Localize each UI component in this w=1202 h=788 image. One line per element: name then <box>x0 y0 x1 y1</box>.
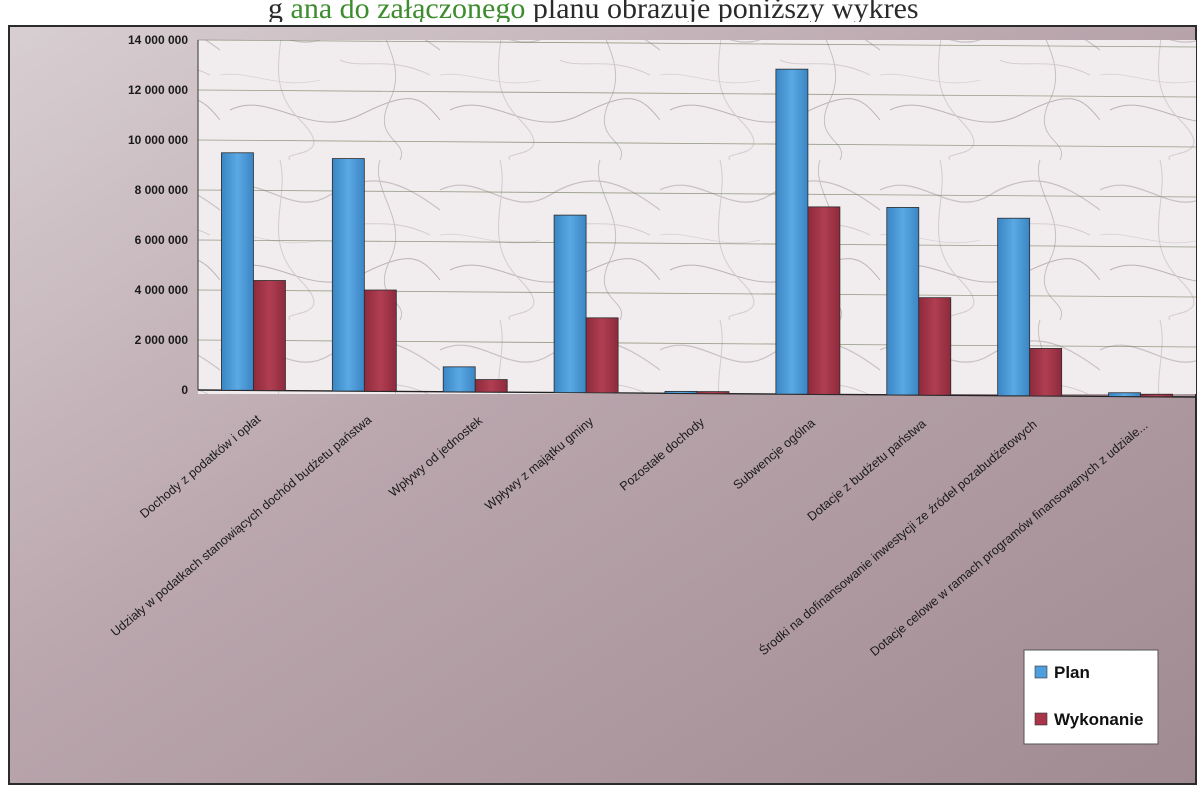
bar-plan <box>997 217 1031 397</box>
bar-wykonanie <box>474 379 508 393</box>
header-text-green: ana do załączonego <box>290 0 526 22</box>
y-tick-label: 4 000 000 <box>135 283 189 297</box>
y-axis-ticks: 0 2 000 000 4 000 000 6 000 000 8 000 000 10 … <box>128 33 188 397</box>
bar-plan <box>1108 392 1141 397</box>
legend: Plan Wykonanie <box>1023 649 1159 745</box>
header-text-dark: planu obrazuje poniższy wykres <box>532 0 919 22</box>
bar-series <box>221 68 1173 398</box>
bar-plan <box>553 214 587 394</box>
bar-wykonanie <box>807 206 841 395</box>
legend-box <box>1023 649 1159 745</box>
bar-wykonanie <box>1029 348 1063 397</box>
bar-wykonanie <box>1140 393 1173 398</box>
y-tick-label: 12 000 000 <box>128 83 188 97</box>
y-tick-label: 14 000 000 <box>128 33 188 47</box>
gridline <box>197 139 1197 148</box>
y-tick-label: 6 000 000 <box>135 233 189 247</box>
legend-swatch-wykonanie <box>1034 712 1048 726</box>
bar-wykonanie <box>585 317 619 394</box>
gridline <box>197 89 1197 98</box>
bar-plan <box>221 152 254 391</box>
bar-wykonanie <box>918 297 952 396</box>
y-tick-label: 10 000 000 <box>128 133 188 147</box>
bar-plan <box>775 68 809 395</box>
bar-plan <box>442 366 476 393</box>
bar-wykonanie <box>696 391 730 395</box>
bar-wykonanie <box>253 280 286 391</box>
bar-plan <box>331 158 365 392</box>
y-tick-label: 8 000 000 <box>135 183 189 197</box>
y-tick-label: 0 <box>181 383 188 397</box>
header-text-prefix: g <box>268 0 283 22</box>
legend-swatch-plan <box>1034 665 1048 679</box>
bar-plan <box>886 207 920 396</box>
bar-wykonanie <box>363 289 397 392</box>
y-tick-label: 2 000 000 <box>135 333 189 347</box>
header-text-fragment: g ana do załączonego planu obrazuje poni… <box>0 0 1202 22</box>
legend-label-plan: Plan <box>1054 663 1090 682</box>
gridline <box>197 39 1197 48</box>
bar-plan <box>664 390 698 394</box>
legend-label-wykonanie: Wykonanie <box>1054 710 1143 729</box>
